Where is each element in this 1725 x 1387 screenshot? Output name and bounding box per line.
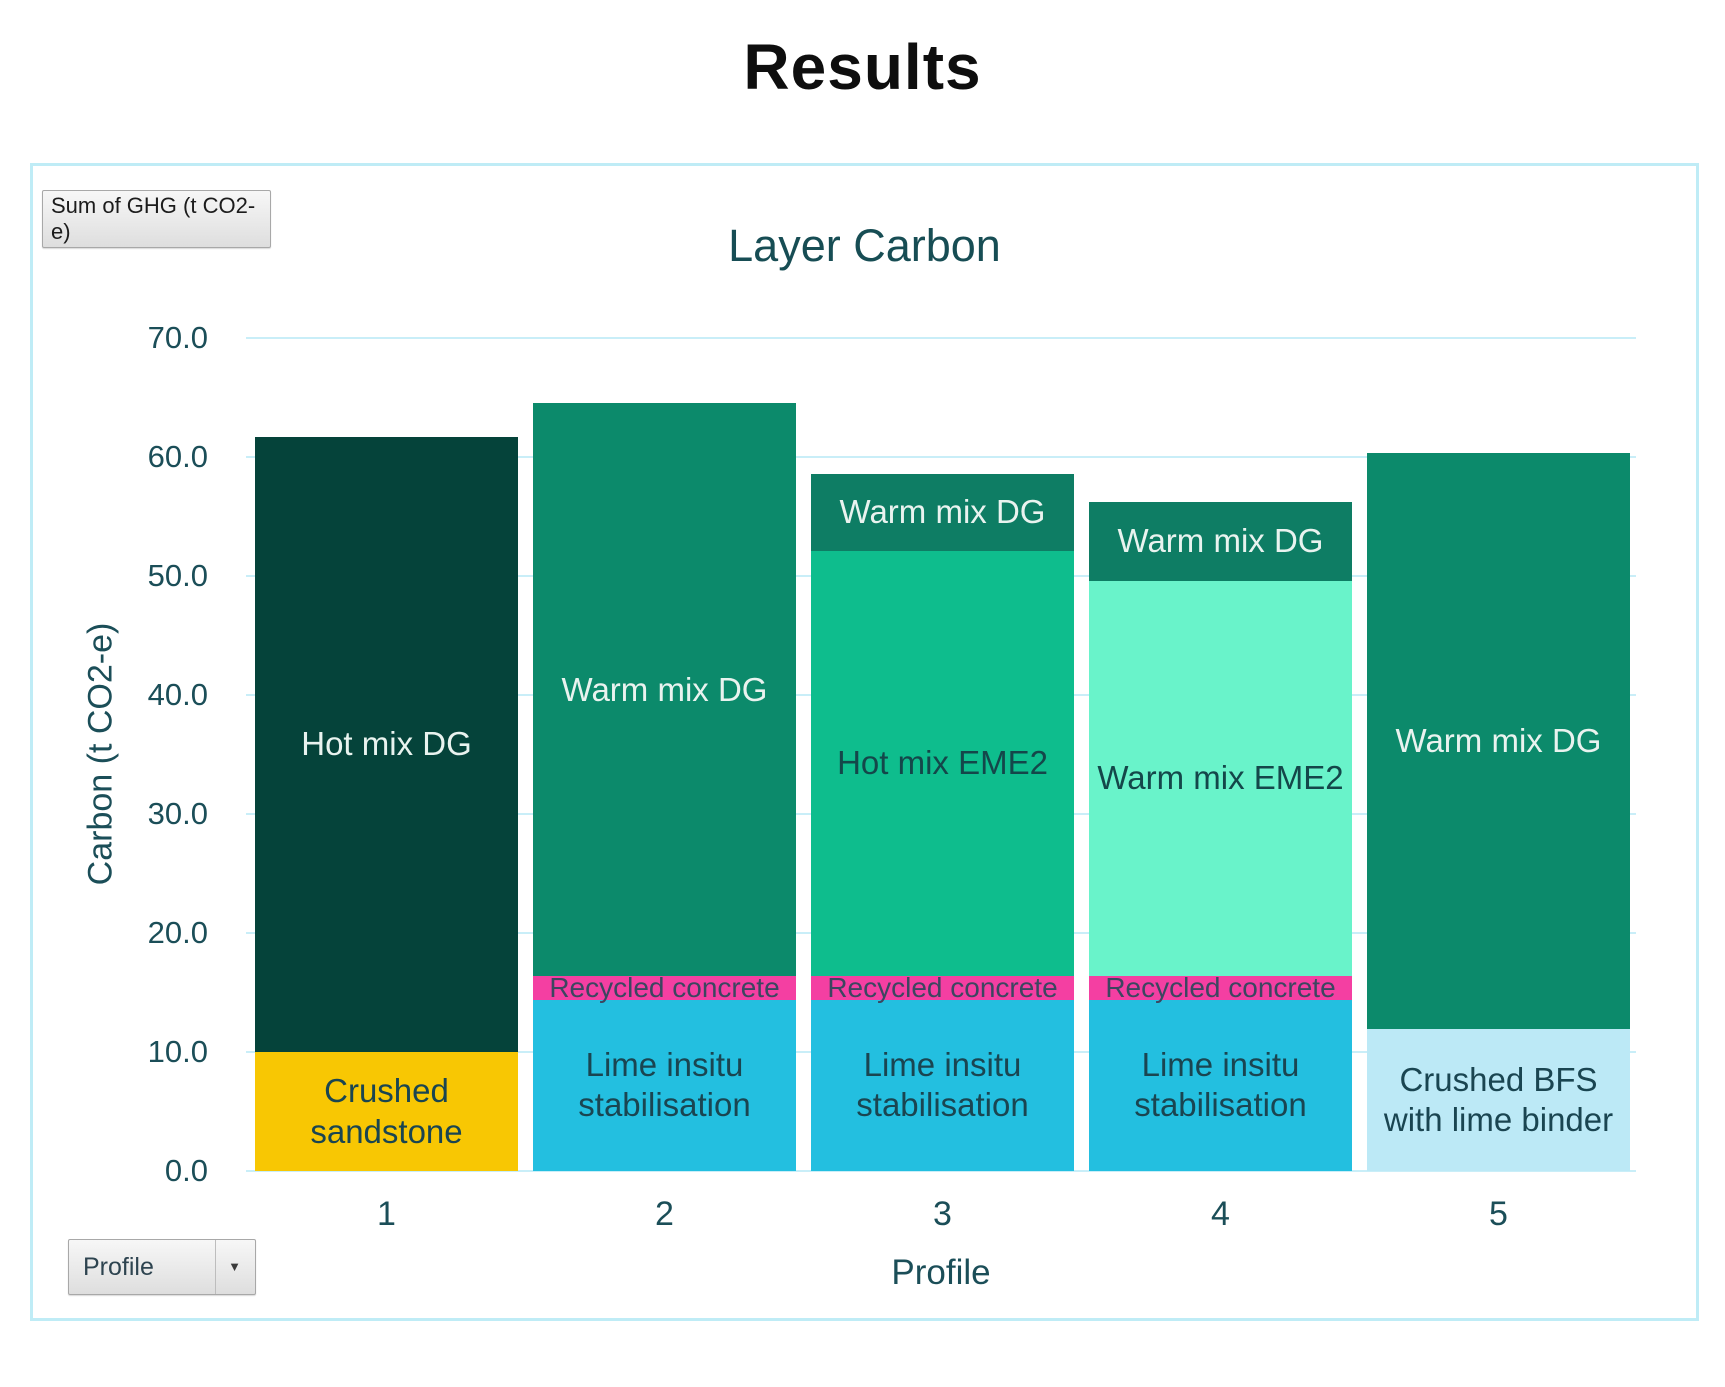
- y-tick-label: 50.0: [147, 558, 208, 593]
- segment-warm-mix-dg: Warm mix DG: [1089, 502, 1352, 581]
- axis-field-button[interactable]: Profile ▼: [68, 1239, 256, 1295]
- segment-label: Lime insitu stabilisation: [856, 1046, 1029, 1124]
- segment-label: Lime insitu stabilisation: [1134, 1046, 1307, 1124]
- value-field-button-label: Sum of GHG (t CO2-e): [51, 193, 256, 244]
- value-field-button[interactable]: Sum of GHG (t CO2-e): [42, 190, 271, 248]
- segment-warm-mix-dg: Warm mix DG: [1367, 453, 1630, 1030]
- plot-area: Hot mix DG Crushed sandstone Warm mix DG Re…: [246, 337, 1636, 1292]
- y-tick-label: 0.0: [164, 1153, 208, 1188]
- x-tick-row: 1 2 3 4 5: [246, 1195, 1645, 1234]
- axis-field-button-label: Profile: [83, 1252, 154, 1281]
- segment-label: Lime insitu stabilisation: [578, 1046, 751, 1124]
- page-title: Results: [743, 31, 982, 103]
- segment-lime-insitu-stabilisation: Lime insitu stabilisation: [811, 999, 1074, 1171]
- segment-label: Warm mix DG: [561, 670, 768, 708]
- x-tick-label-1: 1: [377, 1195, 396, 1233]
- segment-label: Hot mix DG: [301, 725, 472, 763]
- bar-profile-3: Warm mix DG Hot mix EME2 Recycled concrete…: [811, 338, 1074, 1171]
- x-tick-label-4: 4: [1211, 1195, 1230, 1233]
- bar-profile-5: Warm mix DG Crushed BFS with lime binder: [1367, 338, 1630, 1171]
- segment-warm-mix-dg: Warm mix DG: [811, 473, 1074, 552]
- y-tick-label: 10.0: [147, 1034, 208, 1070]
- segment-label: Crushed sandstone: [310, 1072, 463, 1150]
- gridline-70.0: [246, 337, 1636, 339]
- chart-container: Sum of GHG (t CO2-e) Layer Carbon Carbon…: [30, 163, 1699, 1321]
- y-tick-label: 30.0: [147, 796, 208, 831]
- segment-label: Warm mix DG: [1395, 722, 1602, 760]
- segment-recycled-concrete: Recycled concrete: [533, 972, 796, 1003]
- segment-lime-insitu-stabilisation: Lime insitu stabilisation: [533, 999, 796, 1171]
- segment-recycled-concrete: Recycled concrete: [1089, 972, 1352, 1003]
- segment-label: Warm mix DG: [1117, 522, 1324, 560]
- segment-warm-mix-eme2: Warm mix EME2: [1089, 580, 1352, 976]
- x-tick-label-2: 2: [655, 1195, 674, 1233]
- segment-label: Recycled concrete: [827, 971, 1058, 1003]
- chart-title: Layer Carbon: [728, 220, 1001, 271]
- y-tick-label: 70.0: [147, 320, 208, 355]
- segment-hot-mix-dg: Hot mix DG: [255, 436, 518, 1052]
- segment-label: Recycled concrete: [1105, 971, 1336, 1003]
- segment-hot-mix-eme2: Hot mix EME2: [811, 551, 1074, 976]
- bar-profile-4: Warm mix DG Warm mix EME2 Recycled concret…: [1089, 338, 1352, 1171]
- gridline-0.0: [246, 1170, 1636, 1172]
- segment-warm-mix-dg: Warm mix DG: [533, 403, 796, 976]
- x-axis-title: Profile: [891, 1253, 991, 1292]
- segment-crushed-sandstone: Crushed sandstone: [255, 1052, 518, 1171]
- x-tick-label-3: 3: [933, 1195, 952, 1233]
- y-tick-label: 60.0: [147, 439, 208, 474]
- bar-profile-2: Warm mix DG Recycled concrete Lime insitu …: [533, 338, 796, 1171]
- y-tick-label: 20.0: [147, 915, 208, 951]
- gridline-60.0: [246, 456, 1636, 458]
- segment-crushed-bfs-with-lime-binder: Crushed BFS with lime binder: [1367, 1029, 1630, 1171]
- dropdown-arrow-icon[interactable]: ▼: [215, 1240, 241, 1294]
- y-axis-ticks: 0.0 10.0 20.0 30.0 40.0 50.0 60.0 70.0: [33, 321, 216, 1188]
- segment-label: Warm mix DG: [839, 493, 1046, 531]
- bars-row: Hot mix DG Crushed sandstone Warm mix DG Re…: [246, 338, 1636, 1171]
- segment-recycled-concrete: Recycled concrete: [811, 972, 1074, 1003]
- x-tick-label-5: 5: [1489, 1195, 1508, 1233]
- segment-label: Crushed BFS with lime binder: [1383, 1060, 1614, 1139]
- segment-label: Hot mix EME2: [837, 744, 1048, 782]
- segment-label: Warm mix EME2: [1097, 759, 1344, 797]
- y-tick-label: 40.0: [147, 677, 208, 713]
- segment-lime-insitu-stabilisation: Lime insitu stabilisation: [1089, 999, 1352, 1171]
- bar-profile-1: Hot mix DG Crushed sandstone: [255, 338, 518, 1171]
- segment-label: Recycled concrete: [549, 971, 780, 1003]
